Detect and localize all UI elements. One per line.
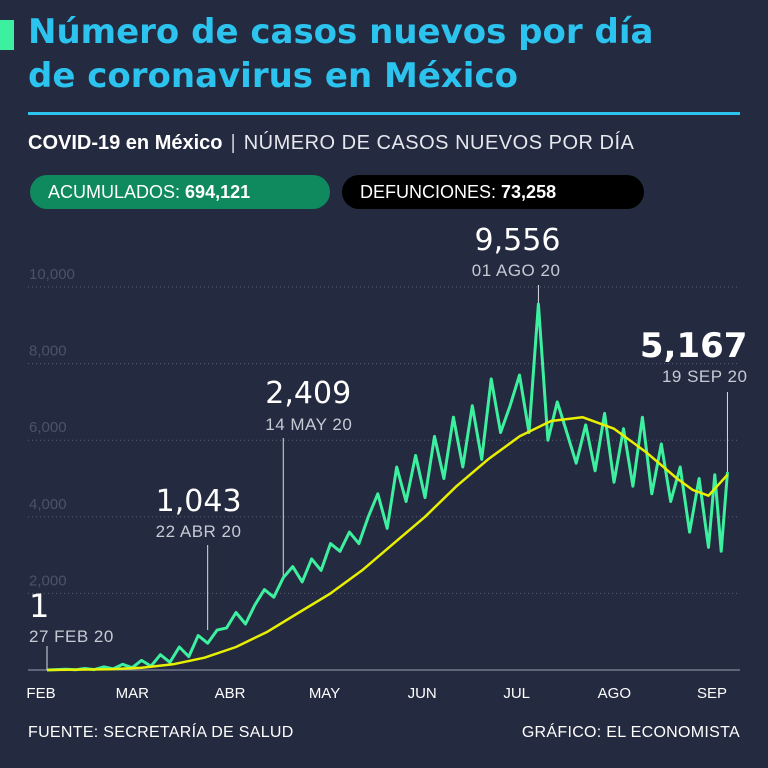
x-tick-label: ABR: [215, 685, 246, 702]
daily-cases-line: [46, 302, 729, 672]
source-note: FUENTE: SECRETARÍA DE SALUD: [28, 724, 294, 741]
y-tick-label: 6,000: [29, 419, 67, 436]
annotation-date-label: 22 ABR 20: [156, 522, 242, 541]
title-divider: [28, 112, 740, 115]
y-tick-label: 8,000: [29, 343, 67, 360]
x-tick-label: JUL: [503, 685, 530, 702]
annotation-date-label: 19 SEP 20: [662, 367, 747, 386]
y-tick-label: 2,000: [29, 572, 67, 589]
x-tick-label: JUN: [408, 685, 437, 702]
accumulated-label: ACUMULADOS:: [48, 182, 181, 202]
x-tick-label: MAY: [309, 685, 340, 702]
deaths-value: 73,258: [501, 182, 557, 202]
accumulated-cases-badge: ACUMULADOS: 694,121: [30, 175, 330, 209]
y-tick-label: 4,000: [29, 496, 67, 513]
annotation-date-label: 01 AGO 20: [472, 261, 561, 280]
subtitle-separator: |: [230, 132, 236, 154]
deaths-label: DEFUNCIONES:: [360, 182, 497, 202]
subtitle-country: COVID-19 en México: [28, 132, 223, 154]
annotation-value-label: 2,409: [265, 376, 351, 411]
x-tick-label: SEP: [697, 685, 727, 702]
x-tick-label: MAR: [116, 685, 150, 702]
credit-note: GRÁFICO: EL ECONOMISTA: [521, 724, 740, 741]
x-tick-label: AGO: [598, 685, 631, 702]
accumulated-value: 694,121: [185, 182, 251, 202]
deaths-badge: DEFUNCIONES: 73,258: [342, 175, 644, 209]
annotation-date-label: 27 FEB 20: [29, 627, 114, 646]
chart-subtitle: COVID-19 en México | NÚMERO DE CASOS NUEVO…: [28, 132, 634, 155]
annotation-value-label: 5,167: [640, 326, 748, 366]
annotation-value-label: 1,043: [156, 484, 242, 519]
title-accent-bar: [0, 20, 14, 50]
subtitle-description: NÚMERO DE CASOS NUEVOS POR DÍA: [243, 132, 635, 154]
annotation-value-label: 9,556: [475, 223, 561, 258]
title-line-2: de coronavirus en México: [28, 56, 518, 96]
x-tick-label: FEB: [26, 685, 55, 702]
y-tick-label: 10,000: [29, 266, 75, 283]
title-line-1: Número de casos nuevos por día: [28, 12, 654, 52]
trend-line: [46, 415, 729, 672]
page-title: Número de casos nuevos por día de corona…: [28, 10, 748, 98]
annotation-value-label: 1: [29, 587, 49, 625]
annotation-date-label: 14 MAY 20: [265, 415, 352, 434]
